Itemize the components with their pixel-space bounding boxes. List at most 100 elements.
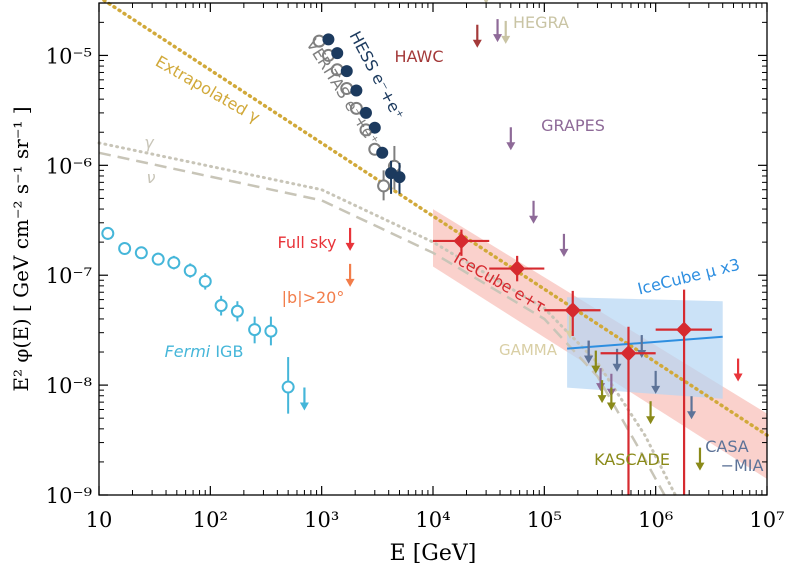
icecube-point (564, 302, 581, 319)
label-nu-curve: ν (147, 168, 156, 187)
upper-limit-full-sky (345, 227, 355, 251)
icecube-point (676, 321, 693, 338)
upper-limit-hawc (472, 24, 482, 48)
fermi-point (118, 242, 132, 256)
upper-limit-head (345, 242, 355, 251)
hess-point (322, 33, 335, 46)
upper-limit-head (733, 373, 743, 382)
x-tick-label: 10⁷ (749, 508, 784, 532)
fermi-point (183, 264, 197, 278)
upper-limit-grapes (529, 200, 539, 224)
upper-limit-head (559, 248, 569, 257)
label-b20: |b|>20° (282, 288, 345, 307)
upper-limit-casa-mia (651, 370, 661, 394)
upper-limit-head (584, 355, 594, 364)
icecube-point (620, 345, 637, 362)
hess-point (350, 84, 363, 97)
label-hawc: HAWC (394, 47, 443, 66)
hess-point (393, 171, 406, 184)
upper-limit-grapes (506, 127, 516, 151)
upper-limit-hegra (483, 0, 489, 4)
fermi-point (264, 324, 278, 338)
y-tick-label: 10⁻⁸ (46, 374, 92, 398)
fermi-point (151, 252, 165, 266)
label-gamma-curve: γ (144, 133, 155, 152)
upper-limit-head (506, 142, 516, 151)
upper-limit-head (529, 215, 539, 224)
fermi-point (214, 299, 228, 313)
icecube-point (453, 232, 470, 249)
upper-limit-head (646, 416, 656, 425)
neutrino-curve (98, 151, 666, 496)
upper-limit-head (695, 462, 705, 471)
upper-limit-hegra (501, 20, 511, 44)
label-casa: CASA (705, 437, 749, 456)
label-fermi-italic: Fermi (165, 342, 211, 361)
veritas-point (349, 101, 363, 115)
fermi-point (198, 274, 212, 288)
y-tick-label: 10⁻⁹ (46, 484, 92, 508)
upper-limit-grapes (559, 233, 569, 257)
upper-limit-full-sky (733, 358, 743, 382)
label-fermi-igb: Fermi IGB (165, 342, 244, 361)
label-fermi-igb-rest: IGB (210, 342, 243, 361)
fermi-point (281, 380, 295, 394)
upper-limit-kascade (695, 447, 705, 471)
y-tick-label: 10⁻⁶ (46, 154, 92, 178)
upper-limit-casa-mia (584, 340, 594, 364)
gamma-curve (97, 141, 677, 497)
fermi-point (134, 246, 148, 260)
x-axis-label: E [GeV] (390, 541, 477, 566)
label-icecube-mu: IceCube μ x3 (636, 255, 742, 299)
upper-limit-head (591, 365, 601, 374)
label-hegra: HEGRA (513, 13, 569, 32)
curves-layer (97, 0, 769, 497)
hess-point (340, 65, 353, 78)
upper-limit-head (493, 34, 503, 43)
upper-limit-kascade (646, 401, 656, 425)
icecube-mu-band (567, 297, 723, 399)
hess-point (368, 121, 381, 134)
upper-limit-head (345, 278, 355, 287)
extrapolated-gamma-line (100, 0, 769, 437)
x-tick-label: 10³ (304, 508, 339, 532)
ticks-layer: 10 10² 10³ 10⁴ 10⁵ 10⁶ 10⁷ 10⁻⁹ 10⁻⁸ 10⁻⁷ 10⁻⁶ 10⁻⁵ (46, 3, 785, 532)
x-tick-label: 10⁶ (638, 508, 673, 532)
hess-point (359, 106, 372, 119)
y-tick-label: 10⁻⁵ (46, 44, 92, 68)
upper-limit-kascade (591, 350, 601, 374)
data-layer (101, 0, 743, 495)
upper-limit-casa-mia (687, 396, 697, 420)
fermi-point (248, 323, 262, 337)
fermi-point (167, 256, 181, 270)
label-mia: −MIA (721, 456, 764, 475)
upper-limit-kascade (597, 380, 607, 404)
label-extrapolated-gamma: Extrapolated γ (152, 52, 263, 127)
hess-point (376, 146, 389, 159)
upper-limit-head (472, 39, 482, 48)
upper-limit-grapes (493, 19, 503, 43)
fermi-point (101, 226, 115, 240)
hess-point (331, 47, 344, 60)
x-tick-label: 10⁴ (415, 508, 450, 532)
upper-limit-head (606, 402, 616, 411)
label-kascade: KASCADE (594, 450, 670, 469)
label-grapes: GRAPES (541, 116, 605, 135)
upper-limit-head (299, 402, 309, 411)
x-tick-label: 10 (86, 508, 113, 532)
upper-limit-head (501, 35, 511, 44)
upper-limit-kascade (606, 387, 616, 411)
y-axis-label: E² φ(E) [ GeV cm⁻² s⁻¹ sr⁻¹ ] (9, 106, 33, 391)
fermi-point (230, 304, 244, 318)
upper-limit--b-20 (345, 263, 355, 287)
veritas-point (377, 179, 391, 193)
label-full-sky: Full sky (278, 233, 337, 252)
fermi-upper-limit (299, 387, 309, 411)
upper-limit-head (597, 395, 607, 404)
upper-limit-head (483, 0, 489, 4)
x-tick-label: 10² (193, 508, 228, 532)
upper-limit-head (687, 411, 697, 420)
label-gamma-experiment: GAMMA (499, 341, 558, 359)
upper-limit-head (612, 363, 622, 372)
